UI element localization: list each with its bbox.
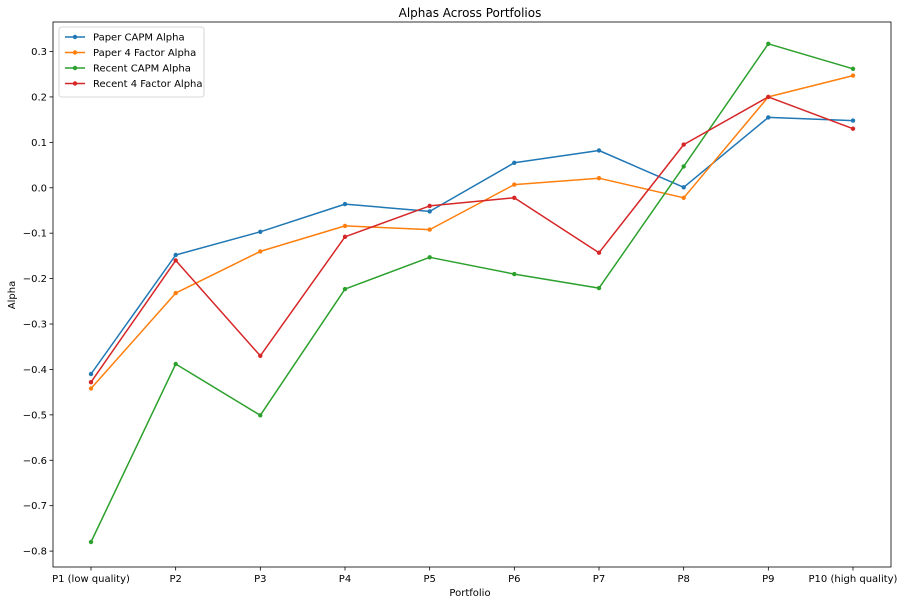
data-point: [850, 126, 856, 131]
data-point: [512, 271, 517, 277]
y-tick-label: −0.3: [23, 320, 47, 331]
y-tick-label: −0.6: [23, 456, 47, 467]
legend-entry: Paper CAPM Alpha: [65, 33, 185, 44]
data-point: [342, 234, 348, 239]
data-point: [173, 252, 178, 258]
legend-label: Paper CAPM Alpha: [93, 33, 185, 44]
plot-frame: [52, 21, 892, 568]
data-point: [173, 258, 178, 263]
legend-label: Recent 4 Factor Alpha: [93, 79, 203, 90]
y-tick-label: 0.0: [31, 183, 47, 194]
x-tick-label: P8: [677, 574, 689, 585]
y-tick-label: 0.3: [31, 47, 47, 58]
y-tick-label: −0.8: [23, 547, 47, 558]
legend-box: [58, 26, 205, 98]
data-point: [427, 227, 432, 232]
y-tick-label: 0.1: [31, 138, 47, 149]
x-tick-label: P4: [339, 574, 351, 585]
data-point: [342, 201, 348, 207]
y-tick-label: −0.7: [23, 501, 47, 512]
data-point: [512, 195, 517, 200]
x-tick-label: P9: [762, 574, 774, 585]
data-point: [342, 223, 348, 229]
x-tick-label: P2: [169, 574, 181, 585]
chart-title: Alphas Across Portfolios: [399, 6, 542, 20]
data-point: [596, 176, 602, 181]
y-tick-label: −0.2: [23, 274, 47, 285]
data-point: [427, 255, 432, 260]
x-axis-title: Portfolio: [449, 588, 490, 599]
series-line: [90, 74, 854, 389]
data-point: [427, 209, 432, 214]
y-tick-label: 0.2: [31, 92, 47, 103]
data-point: [258, 229, 263, 234]
axes: P1 (low quality) P2 P3 P4 P5 P6 P7 P8 P9 P10 (hig…: [23, 21, 898, 585]
data-point: [88, 539, 94, 545]
data-point: [596, 148, 602, 153]
y-tick-label: −0.4: [23, 365, 47, 376]
data-point: [512, 160, 517, 165]
data-point: [258, 249, 263, 254]
series-line: [90, 96, 854, 383]
x-tick-label: P10 (high quality): [809, 574, 898, 585]
legend-marker: [72, 50, 78, 55]
x-tick-label: P6: [508, 574, 520, 585]
x-tick-label: P7: [593, 574, 605, 585]
y-tick-label: −0.5: [23, 410, 47, 421]
legend-label: Paper 4 Factor Alpha: [93, 48, 196, 59]
legend-marker: [72, 34, 78, 40]
legend: Paper CAPM Alpha Paper 4 Factor Alpha Rece…: [58, 26, 205, 98]
data-point: [766, 94, 771, 100]
data-point: [681, 142, 686, 147]
data-point: [681, 185, 686, 190]
data-point: [427, 203, 432, 209]
legend-label: Recent CAPM Alpha: [93, 64, 191, 75]
data-point: [766, 115, 771, 120]
data-point: [850, 66, 856, 72]
data-point: [173, 361, 178, 367]
data-point: [342, 286, 348, 292]
data-point: [88, 386, 94, 391]
data-point: [681, 164, 686, 169]
data-point: [88, 380, 94, 385]
data-point: [850, 73, 856, 78]
series-1: [88, 115, 856, 377]
series-3: [88, 41, 856, 545]
series-2: [88, 73, 856, 391]
legend-entry: Recent CAPM Alpha: [65, 64, 191, 75]
x-tick-label: P1 (low quality): [52, 574, 130, 585]
data-point: [173, 290, 178, 296]
data-point: [512, 182, 517, 187]
series-line: [90, 43, 854, 543]
data-point: [88, 371, 94, 377]
data-point: [596, 250, 602, 255]
data-point: [258, 353, 263, 358]
legend-entry: Recent 4 Factor Alpha: [65, 79, 203, 90]
data-point: [258, 413, 263, 418]
data-point: [596, 285, 602, 291]
series-4: [88, 94, 856, 385]
plot-area: [88, 41, 856, 545]
legend-marker: [72, 65, 78, 71]
data-point: [766, 41, 771, 46]
y-tick-label: −0.1: [23, 229, 47, 240]
x-tick-label: P5: [423, 574, 435, 585]
legend-marker: [72, 81, 78, 86]
x-tick-label: P3: [254, 574, 266, 585]
data-point: [681, 195, 686, 200]
legend-entry: Paper 4 Factor Alpha: [65, 48, 196, 59]
series-line: [90, 116, 854, 375]
y-axis-title: Alpha: [7, 281, 18, 309]
data-point: [850, 118, 856, 123]
